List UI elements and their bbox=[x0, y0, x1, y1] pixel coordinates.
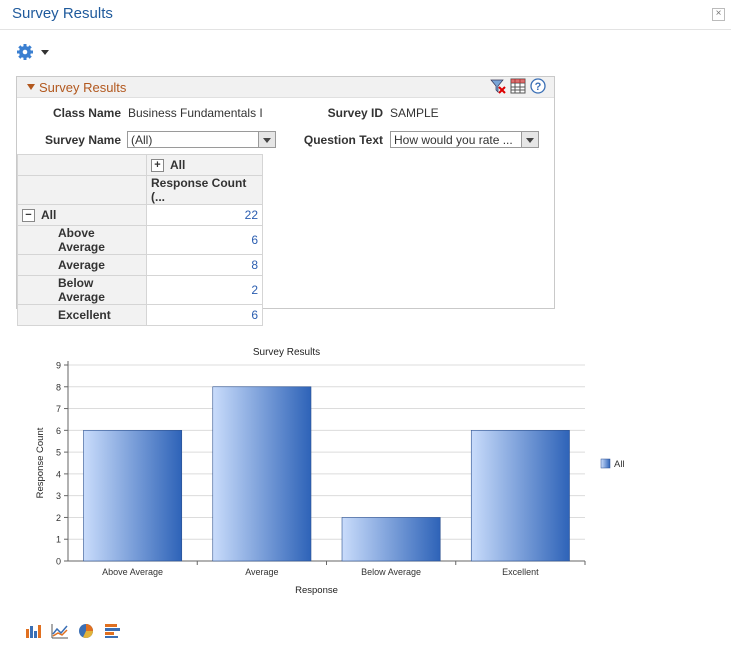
chevron-down-icon[interactable] bbox=[521, 132, 538, 147]
pivot-total-value[interactable]: 22 bbox=[146, 204, 263, 226]
survey-name-label: Survey Name bbox=[44, 133, 121, 147]
pie-chart-icon[interactable] bbox=[77, 623, 95, 639]
gear-icon bbox=[17, 44, 49, 60]
pivot-row-label: Excellent bbox=[17, 304, 147, 326]
legend-swatch bbox=[600, 458, 611, 469]
expand-icon[interactable]: + bbox=[151, 159, 164, 173]
y-tick-label: 0 bbox=[56, 557, 61, 567]
pivot-col-header[interactable]: + All bbox=[146, 154, 263, 176]
bar bbox=[212, 386, 312, 562]
pivot-grid: + All Response Count (... − All 22 Above A… bbox=[17, 154, 263, 326]
pivot-row-value[interactable]: 2 bbox=[146, 275, 263, 305]
survey-results-panel: Survey Results ? Class Name Business Fun… bbox=[16, 76, 555, 326]
x-tick-label: Excellent bbox=[502, 567, 539, 577]
x-tick-label: Below Average bbox=[361, 567, 421, 577]
y-tick-label: 7 bbox=[56, 404, 61, 414]
question-text-label: Question Text bbox=[303, 133, 383, 147]
chart-type-toolbar bbox=[25, 623, 121, 639]
pivot-row-label: Above Average bbox=[17, 225, 147, 255]
collapse-icon[interactable] bbox=[27, 84, 35, 90]
pivot-row-header-blank bbox=[17, 175, 147, 205]
survey-id-label: Survey ID bbox=[327, 106, 383, 120]
chevron-down-icon bbox=[41, 50, 49, 55]
survey-id-value: SAMPLE bbox=[390, 106, 439, 120]
legend-label: All bbox=[614, 459, 625, 470]
actions-menu-button[interactable] bbox=[16, 43, 52, 61]
bar bbox=[83, 430, 183, 562]
help-icon[interactable]: ? bbox=[530, 78, 546, 94]
panel-title: Survey Results bbox=[39, 80, 127, 95]
pivot-row-value[interactable]: 6 bbox=[146, 225, 263, 255]
survey-name-value: (All) bbox=[131, 133, 153, 147]
question-text-value: How would you rate ... bbox=[394, 133, 513, 147]
pivot-corner bbox=[17, 154, 147, 176]
y-tick-label: 6 bbox=[56, 426, 61, 436]
y-tick-label: 5 bbox=[56, 448, 61, 458]
pivot-total-row[interactable]: − All bbox=[17, 204, 147, 226]
pivot-row-value[interactable]: 8 bbox=[146, 254, 263, 276]
pivot-total-label: All bbox=[41, 207, 57, 222]
grid-view-icon[interactable] bbox=[510, 78, 526, 94]
y-tick-label: 8 bbox=[56, 382, 61, 392]
bar-chart-icon[interactable] bbox=[25, 623, 43, 639]
pivot-metric-header[interactable]: Response Count (... bbox=[146, 175, 263, 205]
x-tick-label: Average bbox=[245, 567, 278, 577]
y-tick-label: 3 bbox=[56, 491, 61, 501]
horizontal-bar-chart-icon[interactable] bbox=[103, 623, 121, 639]
pivot-col-header-label: All bbox=[170, 157, 186, 172]
y-tick-label: 1 bbox=[56, 535, 61, 545]
close-icon[interactable]: × bbox=[712, 8, 725, 21]
panel-header[interactable]: Survey Results ? bbox=[17, 77, 554, 98]
chevron-down-icon[interactable] bbox=[258, 132, 275, 147]
x-axis-label: Response bbox=[295, 585, 338, 596]
bar bbox=[470, 430, 570, 562]
window-titlebar: Survey Results × bbox=[0, 0, 731, 30]
pivot-row-label: Average bbox=[17, 254, 147, 276]
chart-title: Survey Results bbox=[253, 347, 320, 358]
chart-svg: Survey Results 0 1 2 3 4 5 6 7 8 9 Above Average Ave… bbox=[35, 347, 625, 596]
pivot-row-value[interactable]: 6 bbox=[146, 304, 263, 326]
y-axis-label: Response Count bbox=[35, 427, 46, 498]
y-tick-label: 2 bbox=[56, 513, 61, 523]
collapse-minus-icon[interactable]: − bbox=[22, 209, 35, 223]
survey-results-chart: Survey Results 0 1 2 3 4 5 6 7 8 9 Above Average Ave… bbox=[30, 340, 640, 605]
x-tick-label: Above Average bbox=[102, 567, 163, 577]
survey-name-select[interactable]: (All) bbox=[127, 131, 276, 148]
class-name-value: Business Fundamentals I bbox=[128, 106, 263, 120]
y-tick-label: 9 bbox=[56, 361, 61, 371]
question-text-select[interactable]: How would you rate ... bbox=[390, 131, 539, 148]
bar bbox=[341, 517, 441, 562]
line-chart-icon[interactable] bbox=[51, 623, 69, 639]
svg-text:?: ? bbox=[535, 81, 542, 93]
clear-filter-icon[interactable] bbox=[490, 78, 506, 94]
pivot-row-label: Below Average bbox=[17, 275, 147, 305]
y-tick-label: 4 bbox=[56, 469, 61, 479]
window-title: Survey Results bbox=[12, 5, 113, 22]
class-name-label: Class Name bbox=[52, 106, 121, 120]
